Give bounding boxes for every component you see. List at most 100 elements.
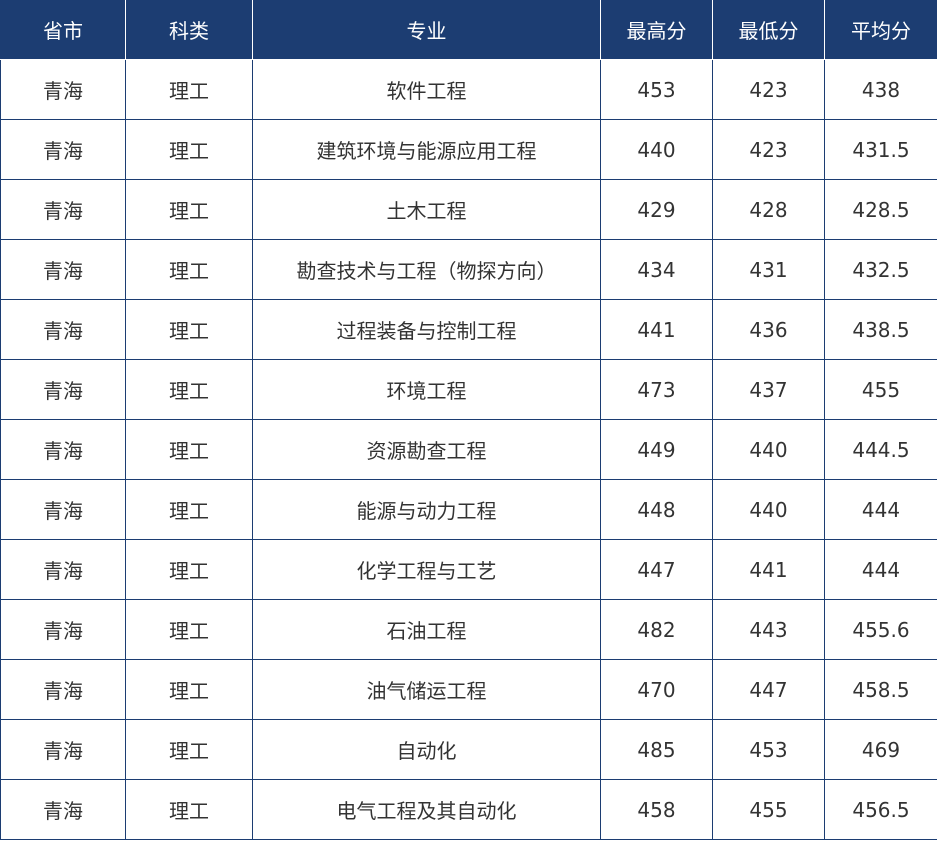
table-cell: 453 (600, 59, 713, 120)
table-cell: 436 (712, 299, 825, 360)
table-cell: 能源与动力工程 (252, 479, 601, 540)
table-cell: 石油工程 (252, 599, 601, 660)
table-cell: 理工 (125, 119, 253, 180)
table-cell: 456.5 (824, 779, 937, 840)
table-row: 青海 理工 资源勘查工程 449 440 444.5 (0, 419, 937, 480)
table-row: 青海 理工 环境工程 473 437 455 (0, 359, 937, 420)
table-row: 青海 理工 软件工程 453 423 438 (0, 59, 937, 120)
table-row: 青海 理工 能源与动力工程 448 440 444 (0, 479, 937, 540)
table-cell: 428.5 (824, 179, 937, 240)
table-cell: 资源勘查工程 (252, 419, 601, 480)
table-row: 青海 理工 勘查技术与工程（物探方向） 434 431 432.5 (0, 239, 937, 300)
table-cell: 458.5 (824, 659, 937, 720)
table-cell: 444 (824, 539, 937, 600)
table-row: 青海 理工 建筑环境与能源应用工程 440 423 431.5 (0, 119, 937, 180)
table-cell: 443 (712, 599, 825, 660)
table-cell: 环境工程 (252, 359, 601, 420)
table-cell: 429 (600, 179, 713, 240)
table-cell: 青海 (0, 599, 126, 660)
table-cell: 青海 (0, 239, 126, 300)
table-cell: 473 (600, 359, 713, 420)
table-cell: 理工 (125, 59, 253, 120)
table-header: 省市 科类 专业 最高分 最低分 平均分 (0, 0, 937, 60)
table-cell: 青海 (0, 719, 126, 780)
table-cell: 431 (712, 239, 825, 300)
table-cell: 青海 (0, 539, 126, 600)
header-cell: 科类 (125, 0, 253, 60)
table-cell: 理工 (125, 239, 253, 300)
table-cell: 过程装备与控制工程 (252, 299, 601, 360)
table-row: 青海 理工 油气储运工程 470 447 458.5 (0, 659, 937, 720)
table-cell: 软件工程 (252, 59, 601, 120)
table-cell: 理工 (125, 299, 253, 360)
table-row: 青海 理工 自动化 485 453 469 (0, 719, 937, 780)
table-cell: 455 (712, 779, 825, 840)
header-cell: 省市 (0, 0, 126, 60)
table-cell: 455 (824, 359, 937, 420)
table-cell: 482 (600, 599, 713, 660)
table-row: 青海 理工 化学工程与工艺 447 441 444 (0, 539, 937, 600)
table-cell: 电气工程及其自动化 (252, 779, 601, 840)
table-cell: 理工 (125, 359, 253, 420)
table-cell: 理工 (125, 779, 253, 840)
table-cell: 理工 (125, 719, 253, 780)
table-row: 青海 理工 电气工程及其自动化 458 455 456.5 (0, 779, 937, 840)
table-cell: 470 (600, 659, 713, 720)
table-row: 青海 理工 土木工程 429 428 428.5 (0, 179, 937, 240)
header-cell: 平均分 (824, 0, 937, 60)
table-cell: 理工 (125, 479, 253, 540)
table-cell: 444.5 (824, 419, 937, 480)
table-cell: 化学工程与工艺 (252, 539, 601, 600)
table-cell: 理工 (125, 539, 253, 600)
header-row: 省市 科类 专业 最高分 最低分 平均分 (0, 0, 937, 60)
table-cell: 447 (600, 539, 713, 600)
table-cell: 青海 (0, 779, 126, 840)
table-cell: 432.5 (824, 239, 937, 300)
table-cell: 青海 (0, 179, 126, 240)
header-cell: 最高分 (600, 0, 713, 60)
table-cell: 449 (600, 419, 713, 480)
table-cell: 438 (824, 59, 937, 120)
table-cell: 土木工程 (252, 179, 601, 240)
table-cell: 469 (824, 719, 937, 780)
table-cell: 448 (600, 479, 713, 540)
table-cell: 油气储运工程 (252, 659, 601, 720)
table-cell: 455.6 (824, 599, 937, 660)
table-cell: 建筑环境与能源应用工程 (252, 119, 601, 180)
table-cell: 理工 (125, 659, 253, 720)
table-cell: 青海 (0, 419, 126, 480)
table-cell: 441 (712, 539, 825, 600)
table-cell: 青海 (0, 299, 126, 360)
table-cell: 理工 (125, 599, 253, 660)
table-cell: 青海 (0, 119, 126, 180)
table-cell: 440 (712, 419, 825, 480)
table-cell: 423 (712, 119, 825, 180)
table-row: 青海 理工 石油工程 482 443 455.6 (0, 599, 937, 660)
table-cell: 理工 (125, 179, 253, 240)
table-cell: 440 (600, 119, 713, 180)
table-cell: 自动化 (252, 719, 601, 780)
table-cell: 441 (600, 299, 713, 360)
table-cell: 438.5 (824, 299, 937, 360)
table-cell: 勘查技术与工程（物探方向） (252, 239, 601, 300)
table-cell: 453 (712, 719, 825, 780)
table-cell: 青海 (0, 59, 126, 120)
table-cell: 431.5 (824, 119, 937, 180)
table-cell: 青海 (0, 479, 126, 540)
table-cell: 447 (712, 659, 825, 720)
table-cell: 428 (712, 179, 825, 240)
table-body: 青海 理工 软件工程 453 423 438 青海 理工 建筑环境与能源应用工程 440 423 43… (0, 59, 937, 840)
table-cell: 青海 (0, 659, 126, 720)
table-cell: 485 (600, 719, 713, 780)
table-cell: 434 (600, 239, 713, 300)
table-cell: 444 (824, 479, 937, 540)
header-cell: 专业 (252, 0, 601, 60)
table-cell: 437 (712, 359, 825, 420)
table-cell: 青海 (0, 359, 126, 420)
table-cell: 423 (712, 59, 825, 120)
table-cell: 458 (600, 779, 713, 840)
table-cell: 理工 (125, 419, 253, 480)
header-cell: 最低分 (712, 0, 825, 60)
